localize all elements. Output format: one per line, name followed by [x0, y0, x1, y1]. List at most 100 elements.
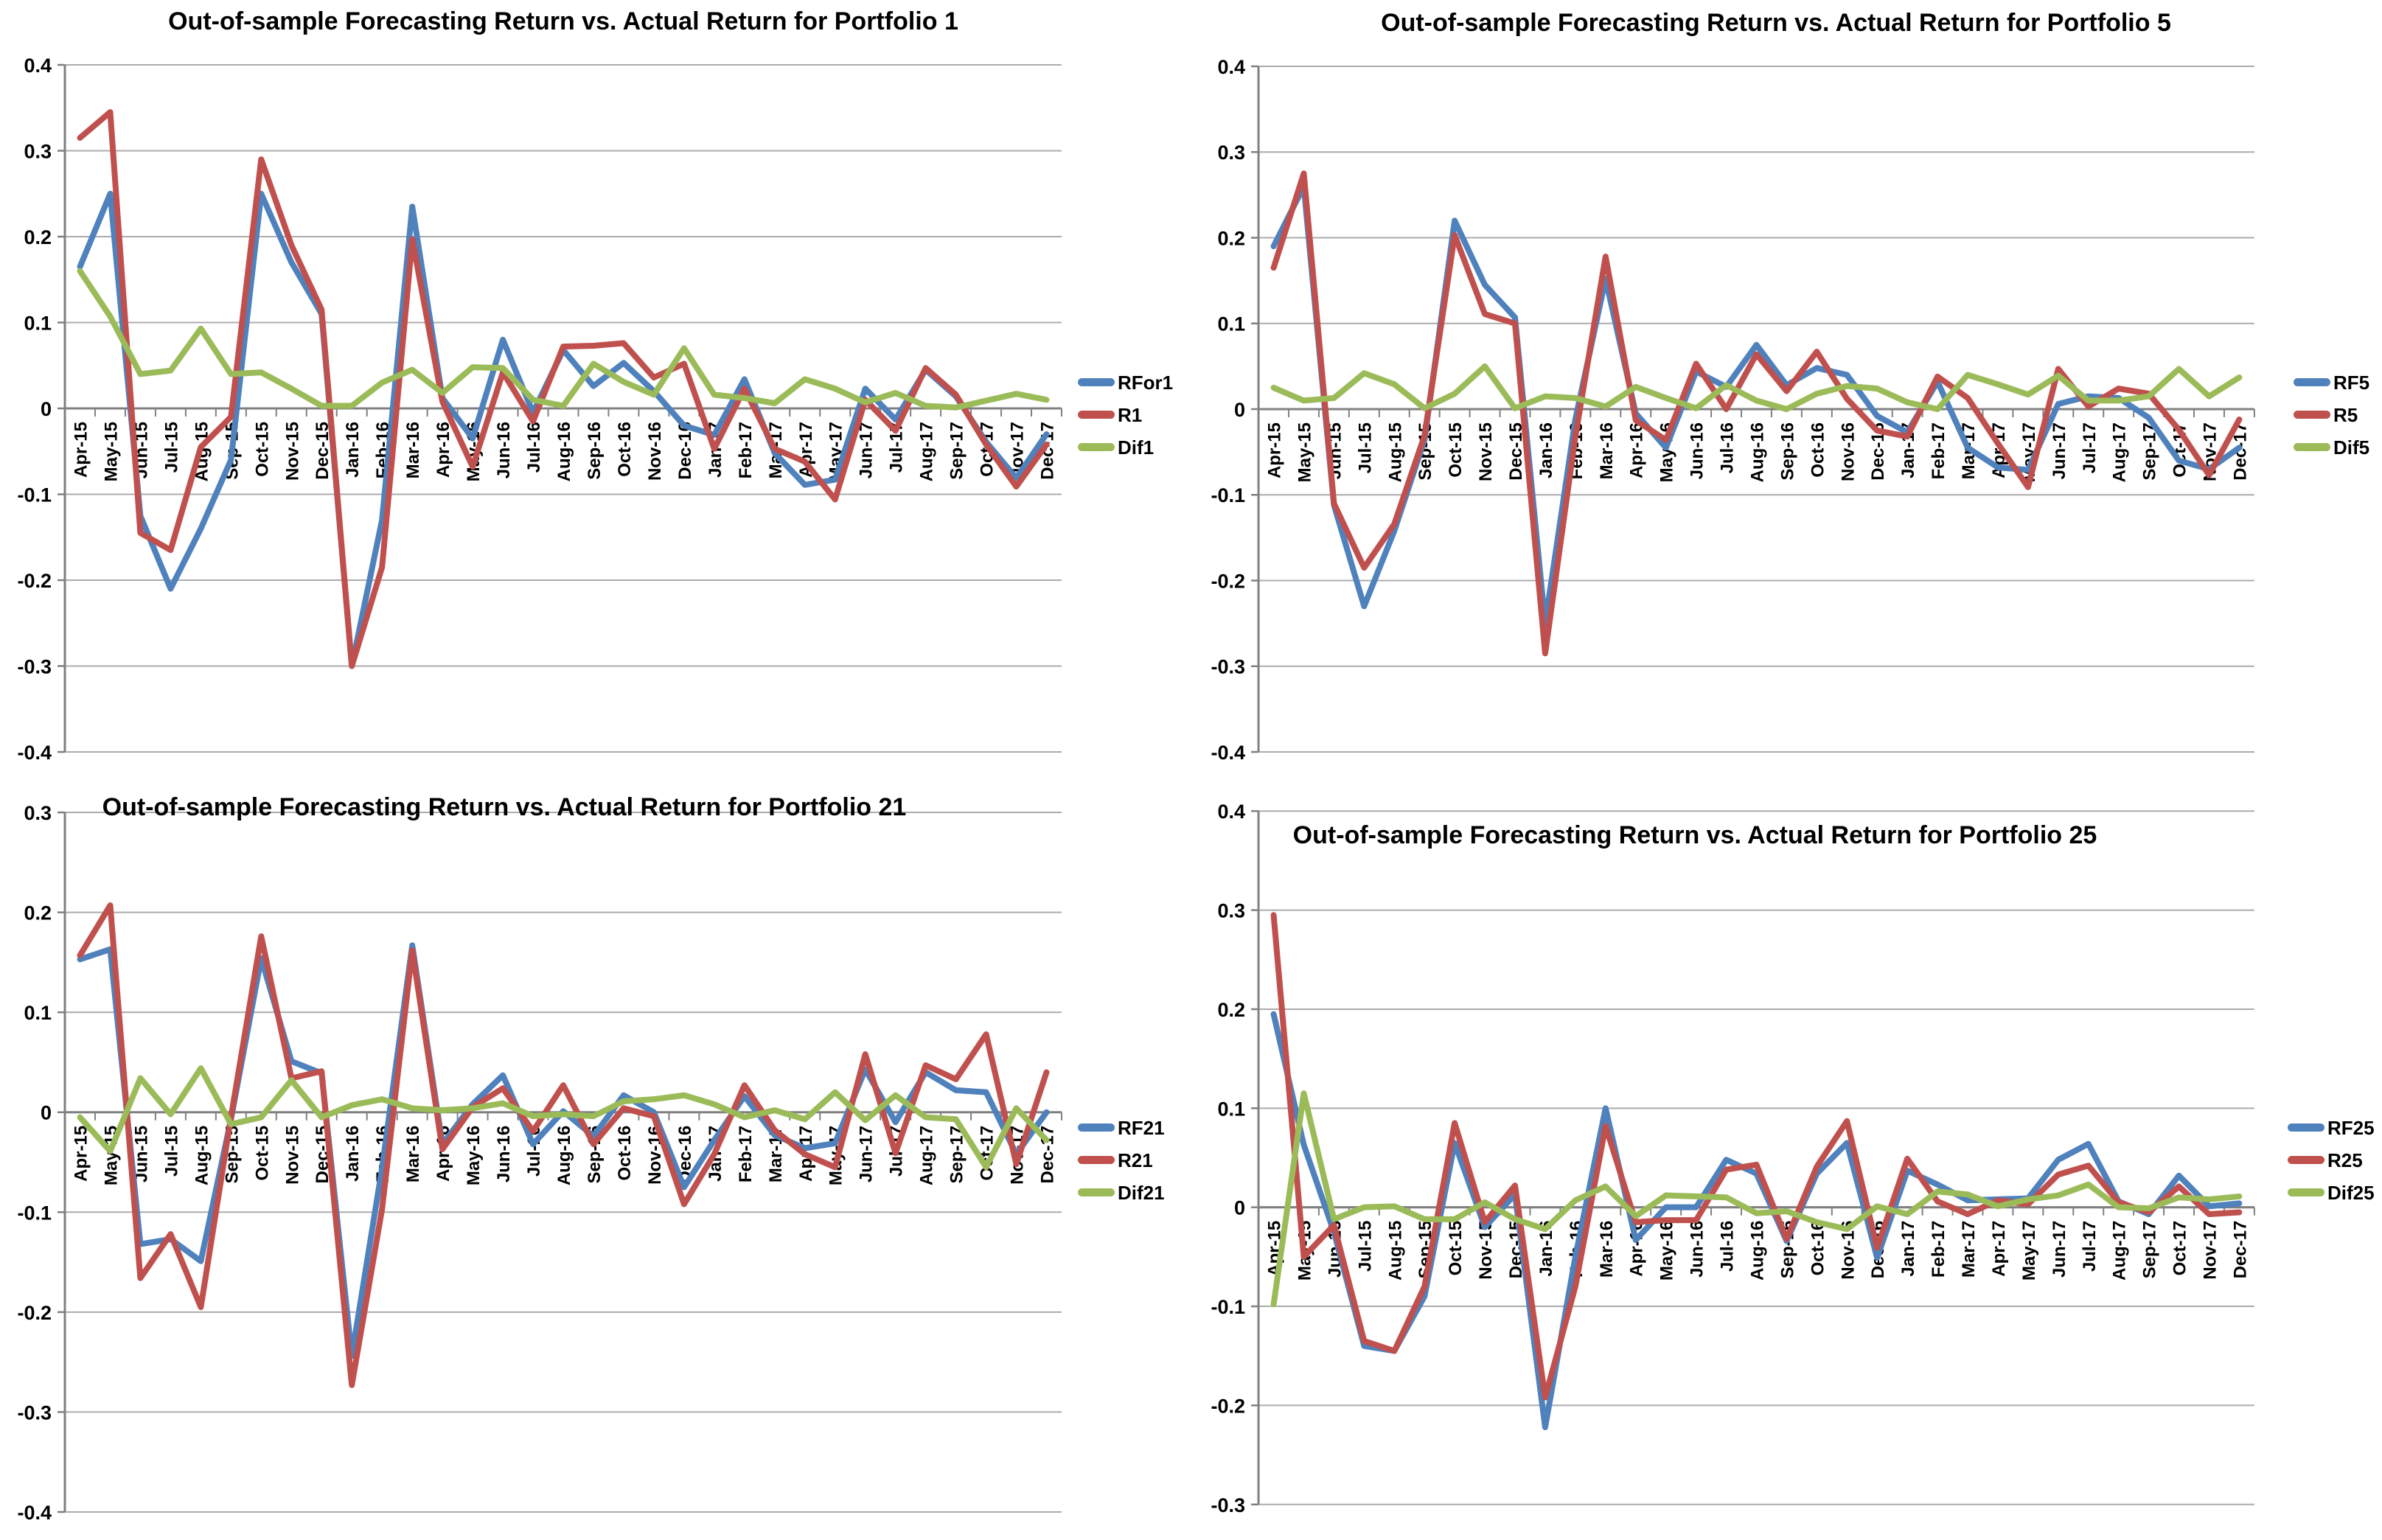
svg-text:Nov-15: Nov-15	[282, 422, 302, 481]
legend-item: R1	[1078, 405, 1173, 425]
legend-label: RF21	[1118, 1116, 1165, 1139]
legend-line-swatch	[2294, 411, 2330, 419]
svg-text:Sep-16: Sep-16	[585, 422, 605, 480]
svg-text:Aug-17: Aug-17	[2110, 422, 2130, 482]
svg-text:May-17: May-17	[2019, 1221, 2039, 1281]
svg-text:Nov-16: Nov-16	[1838, 422, 1858, 481]
legend-label: Dif5	[2333, 436, 2370, 459]
svg-text:-0.1: -0.1	[17, 1202, 52, 1224]
svg-text:Sep-17: Sep-17	[2140, 1221, 2160, 1279]
svg-text:Aug-17: Aug-17	[917, 1126, 937, 1185]
svg-text:Nov-17: Nov-17	[2200, 1221, 2220, 1280]
legend: RFor1 R1 Dif1	[1078, 372, 1173, 470]
svg-text:Dec-16: Dec-16	[675, 422, 695, 480]
svg-text:Nov-16: Nov-16	[645, 422, 665, 481]
svg-text:0.3: 0.3	[24, 802, 52, 824]
svg-text:Oct-15: Oct-15	[1446, 1221, 1466, 1276]
svg-text:-0.1: -0.1	[1211, 484, 1246, 506]
svg-text:0.4: 0.4	[24, 55, 52, 77]
svg-text:Nov-15: Nov-15	[282, 1126, 302, 1185]
svg-text:Jan-16: Jan-16	[343, 1126, 363, 1182]
legend-line-swatch	[1078, 411, 1115, 419]
chart-portfolio-5: 0.4 0.3 0.2 0.1 0 -0.1 -0.2 -0.3 -0.4 Apr-15 May-1…	[1191, 0, 2382, 770]
svg-text:0: 0	[1234, 399, 1245, 421]
svg-text:Jul-15: Jul-15	[161, 422, 181, 473]
svg-text:0.1: 0.1	[24, 1002, 52, 1024]
svg-text:Jul-17: Jul-17	[2080, 1221, 2100, 1272]
svg-text:Mar-16: Mar-16	[1597, 1221, 1617, 1278]
svg-text:Apr-17: Apr-17	[1989, 1221, 2009, 1277]
svg-text:Aug-16: Aug-16	[1747, 1221, 1767, 1281]
svg-text:Aug-17: Aug-17	[2110, 1221, 2130, 1281]
svg-text:Oct-15: Oct-15	[252, 422, 272, 477]
legend-line-swatch	[2294, 378, 2330, 386]
legend-item: Dif21	[1078, 1182, 1165, 1202]
svg-text:Jun-17: Jun-17	[2050, 422, 2069, 479]
svg-text:0.2: 0.2	[24, 226, 52, 248]
legend-item: Dif25	[2288, 1182, 2375, 1202]
svg-text:-0.4: -0.4	[1211, 742, 1246, 764]
chart-title: Out-of-sample Forecasting Return vs. Act…	[1292, 821, 2097, 849]
svg-text:Aug-16: Aug-16	[554, 422, 574, 481]
svg-text:Jun-17: Jun-17	[857, 422, 877, 478]
svg-text:-0.4: -0.4	[17, 742, 52, 764]
svg-text:Jan-16: Jan-16	[343, 422, 363, 478]
svg-text:0.2: 0.2	[24, 902, 52, 924]
svg-text:May-16: May-16	[464, 1126, 484, 1185]
svg-text:Feb-17: Feb-17	[736, 1126, 756, 1182]
legend-label: Dif21	[1118, 1181, 1165, 1204]
svg-text:Oct-15: Oct-15	[252, 1126, 272, 1181]
svg-text:Jun-16: Jun-16	[494, 1126, 514, 1182]
svg-text:Apr-16: Apr-16	[1627, 422, 1647, 478]
svg-text:Jul-15: Jul-15	[1355, 1221, 1375, 1272]
svg-text:Oct-16: Oct-16	[615, 422, 635, 477]
legend-line-swatch	[1078, 1156, 1115, 1164]
legend-line-swatch	[2288, 1188, 2324, 1196]
legend: RF25 R25 Dif25	[2288, 1118, 2375, 1215]
legend-item: Dif5	[2294, 437, 2369, 457]
svg-text:Jul-15: Jul-15	[1355, 422, 1375, 473]
svg-text:Jun-16: Jun-16	[1688, 422, 1707, 479]
legend-item: RFor1	[1078, 372, 1173, 392]
svg-text:-0.3: -0.3	[1211, 656, 1246, 678]
svg-text:Aug-17: Aug-17	[917, 422, 937, 481]
chart-canvas-portfolio-1: 0.4 0.3 0.2 0.1 0 -0.1 -0.2 -0.3 -0.4 Apr-15 May-1…	[17, 55, 1062, 764]
svg-text:Oct-17: Oct-17	[2170, 1221, 2190, 1276]
svg-text:Jun-16: Jun-16	[1688, 1221, 1707, 1278]
chart-title: Out-of-sample Forecasting Return vs. Act…	[168, 7, 958, 35]
svg-text:Jan-17: Jan-17	[1898, 1221, 1918, 1277]
legend-item: RF5	[2294, 372, 2369, 392]
legend-item: R5	[2294, 405, 2369, 425]
svg-text:Feb-17: Feb-17	[736, 422, 756, 478]
svg-text:Jun-17: Jun-17	[857, 1126, 877, 1182]
svg-text:-0.2: -0.2	[17, 570, 52, 592]
legend-item: R25	[2288, 1150, 2375, 1170]
legend-line-swatch	[1078, 1188, 1115, 1196]
legend: RF5 R5 Dif5	[2294, 372, 2369, 470]
legend-label: R21	[1118, 1149, 1153, 1171]
svg-text:Mar-16: Mar-16	[1597, 422, 1617, 479]
svg-text:Jul-16: Jul-16	[1718, 422, 1738, 473]
chart-portfolio-1: 0.4 0.3 0.2 0.1 0 -0.1 -0.2 -0.3 -0.4 Apr-15 May-1…	[0, 0, 1191, 770]
svg-text:Oct-16: Oct-16	[615, 1126, 635, 1181]
legend-item: R21	[1078, 1150, 1165, 1170]
svg-text:Jul-15: Jul-15	[161, 1126, 181, 1177]
svg-text:0.2: 0.2	[1217, 228, 1245, 250]
svg-text:-0.1: -0.1	[1211, 1296, 1246, 1318]
chart-portfolio-25: 0.4 0.3 0.2 0.1 0 -0.1 -0.2 -0.3 Apr-15 May-15 Jun…	[1191, 770, 2382, 1540]
svg-text:Feb-17: Feb-17	[1929, 422, 1949, 479]
legend-item: RF21	[1078, 1118, 1165, 1137]
svg-text:May-16: May-16	[1657, 1221, 1677, 1281]
svg-text:-0.1: -0.1	[17, 484, 52, 506]
svg-text:Aug-15: Aug-15	[1385, 1221, 1405, 1281]
svg-text:0.3: 0.3	[1217, 900, 1245, 922]
legend-item: RF25	[2288, 1118, 2375, 1137]
svg-text:0.2: 0.2	[1217, 999, 1245, 1021]
legend-line-swatch	[1078, 1123, 1115, 1132]
svg-text:Dec-17: Dec-17	[2230, 1221, 2250, 1279]
svg-text:Jul-17: Jul-17	[2080, 422, 2100, 473]
svg-text:-0.2: -0.2	[1211, 571, 1246, 593]
chart-canvas-portfolio-5: 0.4 0.3 0.2 0.1 0 -0.1 -0.2 -0.3 -0.4 Apr-15 May-1…	[1211, 56, 2255, 764]
